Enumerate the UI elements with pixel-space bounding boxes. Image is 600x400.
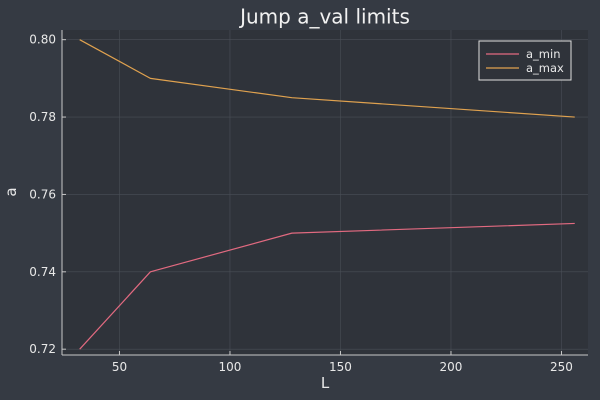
legend-box: [478, 40, 572, 81]
y-tick-label: 0.76: [29, 187, 56, 201]
y-tick-label: 0.72: [29, 342, 56, 356]
series-line-a-min: [79, 222, 575, 350]
chart-title: Jump a_val limits: [238, 5, 410, 29]
series-line-a-max: [79, 39, 575, 118]
legend-label-a-min: a_min: [526, 47, 560, 61]
x-tick-label: 100: [219, 360, 242, 374]
y-tick-label: 0.74: [29, 265, 56, 279]
y-axis-title: a: [2, 187, 20, 196]
x-tick-label: 50: [112, 360, 127, 374]
legend-label-a-max: a_max: [526, 61, 564, 75]
x-tick-label: 150: [329, 360, 352, 374]
tick-labels: 50 100 150 200 250 0.72 0.74 0.76 0.78 0.80: [29, 33, 573, 374]
x-tick-label: 200: [440, 360, 463, 374]
x-axis-title: L: [321, 374, 330, 392]
grid-lines: [62, 30, 588, 355]
legend-entry-a-max: a_max: [486, 61, 564, 75]
y-tick-label: 0.78: [29, 110, 56, 124]
plot-area: [62, 30, 588, 355]
axes: [61, 30, 588, 356]
legend-entry-a-min: a_min: [486, 47, 560, 61]
series-lines: [79, 39, 575, 350]
y-tick-label: 0.80: [29, 33, 56, 47]
legend: a_min a_max: [478, 40, 572, 81]
x-tick-label: 250: [550, 360, 573, 374]
